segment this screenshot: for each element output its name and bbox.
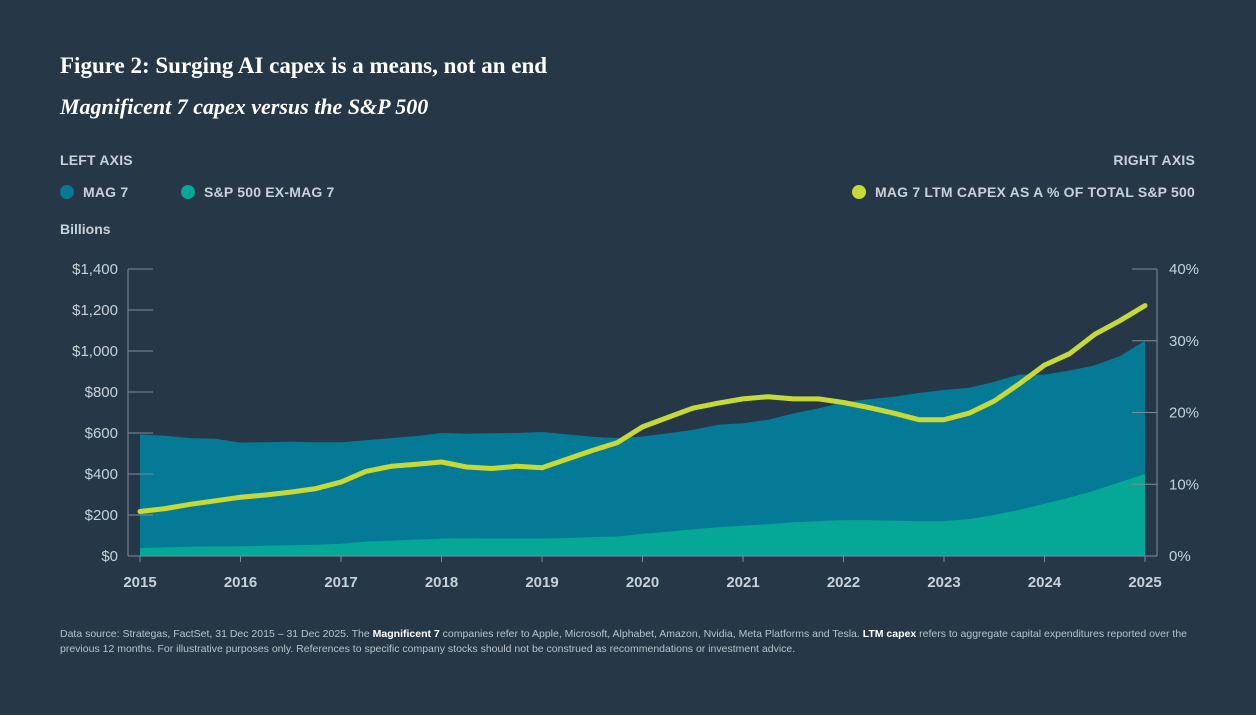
x-tick-label: 2015	[123, 574, 156, 591]
chart-subtitle: Magnificent 7 capex versus the S&P 500	[60, 94, 429, 119]
legend-swatch-pct	[852, 185, 866, 199]
legend-label-pct: MAG 7 LTM CAPEX AS A % OF TOTAL S&P 500	[875, 184, 1195, 200]
legend-item-mag7: MAG 7	[60, 184, 128, 200]
right-axis-heading: RIGHT AXIS	[1113, 152, 1195, 168]
legend-swatch-mag7	[60, 185, 74, 199]
series-area-mag7	[140, 340, 1145, 556]
left-y-tick-label: $800	[85, 384, 118, 401]
x-tick-label: 2018	[425, 574, 458, 591]
left-y-tick-label: $600	[85, 425, 118, 442]
left-y-tick-label: $1,400	[72, 261, 118, 278]
footnote-bold-1: Magnificent 7	[372, 628, 440, 640]
footnote-text-1: Data source: Strategas, FactSet, 31 Dec …	[60, 628, 373, 640]
footnote-text-2: companies refer to Apple, Microsoft, Alp…	[439, 628, 863, 640]
footnote-bold-2: LTM capex	[862, 628, 917, 640]
right-y-tick-label: 40%	[1169, 261, 1199, 278]
chart-area: $0 $200 $400 $600 $800 $1,000 $1,200 $1,400 0% 10…	[72, 261, 1199, 591]
footnote-text-3: refers to aggregate capital expenditures…	[60, 628, 1188, 655]
left-y-tick-label: $0	[101, 548, 118, 565]
right-y-tick-label: 20%	[1169, 405, 1199, 422]
left-y-tick-label: $400	[85, 466, 118, 483]
right-y-tick-label: 10%	[1169, 476, 1199, 493]
legend-label-sp500-ex: S&P 500 EX-MAG 7	[204, 184, 335, 200]
series-area-sp500-ex-mag7	[140, 474, 1145, 556]
left-y-tick-label: $1,200	[72, 302, 118, 319]
x-tick-label: 2023	[927, 574, 960, 591]
series-line-mag7-capex-pct	[137, 303, 1148, 514]
chart-title: Figure 2: Surging AI capex is a means, n…	[60, 53, 548, 78]
left-y-tick-label: $200	[85, 507, 118, 524]
right-y-tick-label: 30%	[1169, 333, 1199, 350]
legend-swatch-sp500-ex	[181, 185, 195, 199]
x-tick-label: 2025	[1128, 574, 1161, 591]
right-y-tick-label: 0%	[1169, 548, 1191, 565]
left-axis-heading: LEFT AXIS	[60, 152, 133, 168]
x-tick-label: 2016	[224, 574, 257, 591]
x-tick-label: 2017	[324, 574, 357, 591]
legend-item-pct: MAG 7 LTM CAPEX AS A % OF TOTAL S&P 500	[852, 184, 1195, 200]
legend-label-mag7: MAG 7	[83, 184, 129, 200]
x-tick-label: 2024	[1028, 574, 1062, 591]
x-tick-label: 2020	[626, 574, 659, 591]
x-tick-label: 2019	[525, 574, 558, 591]
footnote: Data source: Strategas, FactSet, 31 Dec …	[60, 627, 1200, 657]
units-label: Billions	[60, 221, 111, 237]
x-tick-label: 2022	[827, 574, 860, 591]
x-tick-label: 2021	[726, 574, 759, 591]
legend-item-sp500-ex: S&P 500 EX-MAG 7	[181, 184, 335, 200]
left-y-tick-label: $1,000	[72, 343, 118, 360]
